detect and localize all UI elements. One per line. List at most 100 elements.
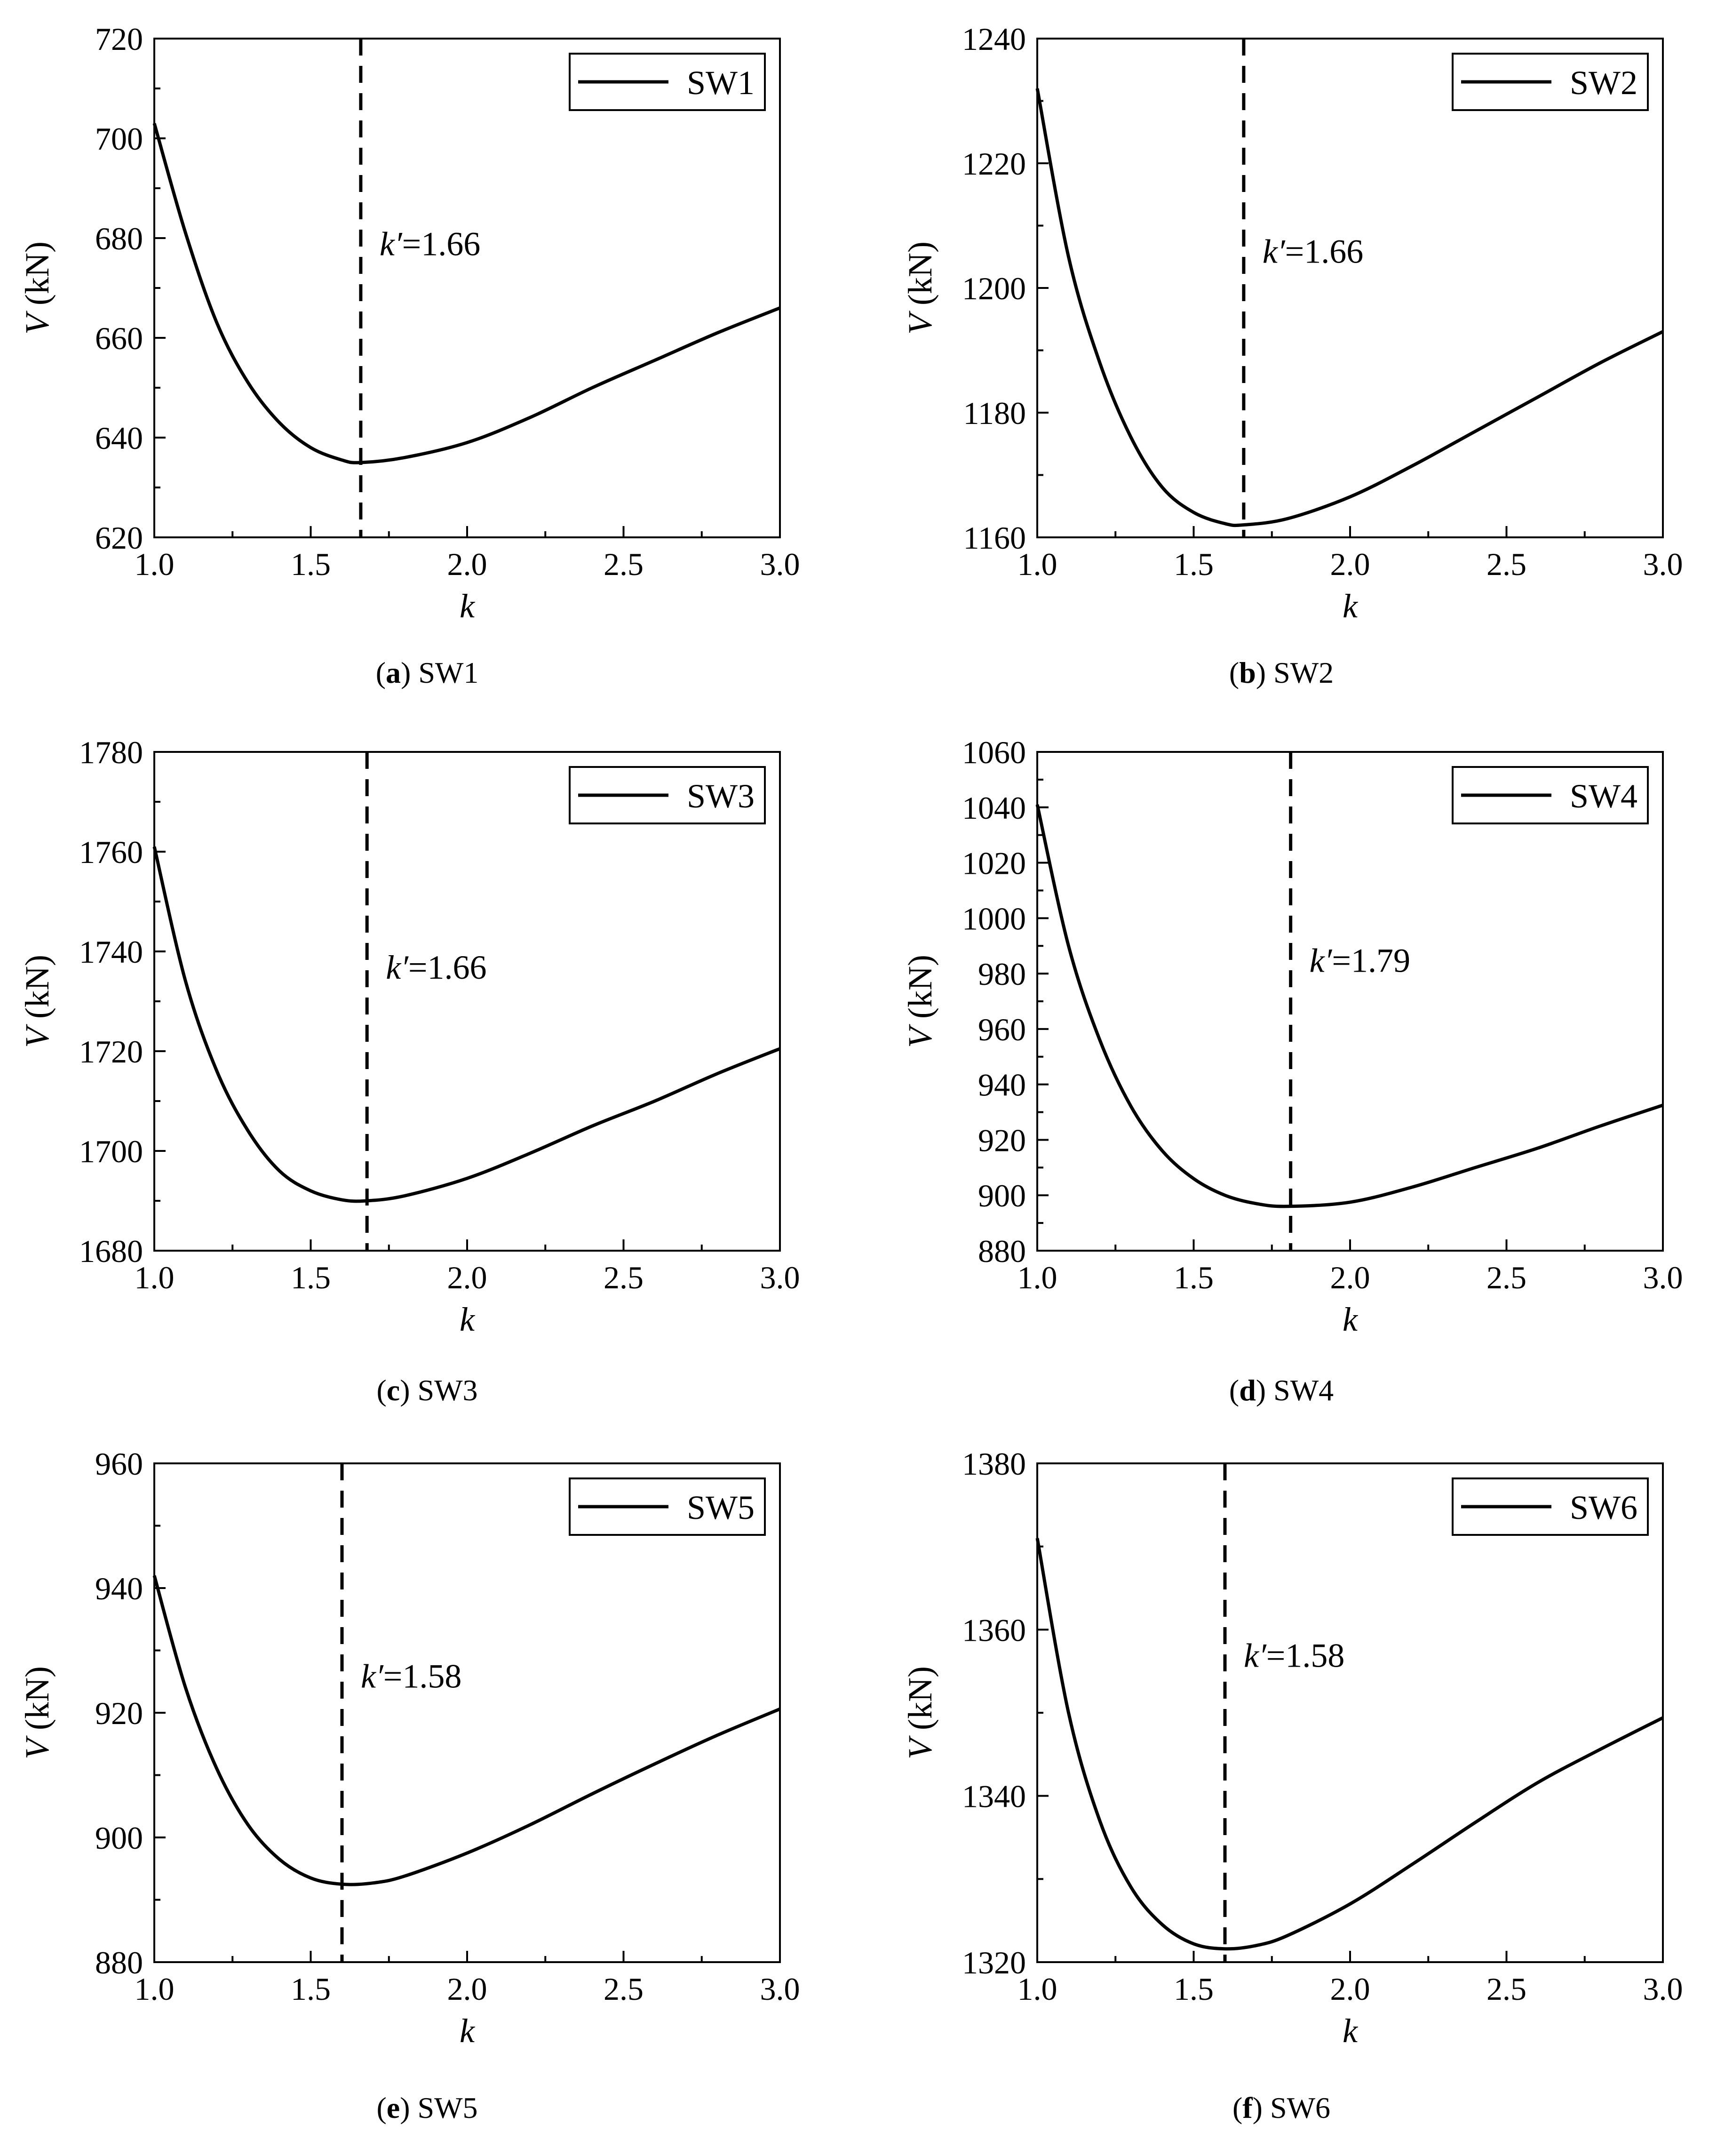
x-tick-label-e: 2.5 xyxy=(604,1971,644,2007)
caption-letter-b: b xyxy=(1239,656,1256,689)
x-tick-label-d: 1.0 xyxy=(1017,1260,1057,1295)
legend-label-a: SW1 xyxy=(687,64,755,102)
optimum-label-symbol-e: k′ xyxy=(361,1658,384,1695)
chart-panel-c: 1.0 1.5 2.0 2.5 3.0 1680 1700 1720 1740 1760 1780 k… xyxy=(18,735,800,1338)
x-axis-label-c: k xyxy=(460,1301,476,1338)
x-tick-label-a: 1.0 xyxy=(135,546,175,582)
x-tick-label-d: 1.5 xyxy=(1174,1260,1214,1295)
caption-text-e: SW5 xyxy=(417,2091,478,2124)
y-tick-label-a: 620 xyxy=(95,520,143,556)
x-tick-label-f: 2.5 xyxy=(1486,1971,1526,2007)
x-tick-label-f: 1.0 xyxy=(1017,1971,1057,2007)
caption-text-d: SW4 xyxy=(1273,1373,1334,1407)
y-tick-label-f: 1360 xyxy=(962,1612,1026,1648)
optimum-label-c: k′=1.66 xyxy=(386,949,486,986)
optimum-label-value-d: =1.79 xyxy=(1332,942,1410,980)
x-tick-label-a: 3.0 xyxy=(760,546,800,582)
plot-frame-d xyxy=(1036,751,1664,1252)
x-axis-label-a: k xyxy=(460,587,476,625)
series-line-d xyxy=(1035,804,1664,1208)
y-tick-label-d: 880 xyxy=(978,1233,1026,1269)
y-tick-label-b: 1240 xyxy=(962,21,1026,57)
y-tick-label-b: 1180 xyxy=(963,395,1026,431)
x-axis-label-e: k xyxy=(460,2012,476,2050)
y-axis-label-symbol-c: V xyxy=(18,1024,56,1048)
optimum-label-value-a: =1.66 xyxy=(402,225,481,263)
y-axis-label-a: V (kN) xyxy=(18,241,56,335)
caption-letter-a: a xyxy=(386,656,401,689)
optimum-label-d: k′=1.79 xyxy=(1310,942,1410,980)
optimum-label-a: k′=1.66 xyxy=(380,225,480,263)
x-tick-label-b: 1.5 xyxy=(1174,546,1214,582)
y-axis-label-symbol-e: V xyxy=(18,1735,56,1759)
y-tick-label-c: 1740 xyxy=(79,934,143,970)
y-tick-label-c: 1780 xyxy=(79,735,143,770)
y-tick-label-d: 980 xyxy=(978,956,1026,992)
y-tick-label-a: 680 xyxy=(95,221,143,256)
optimum-label-e: k′=1.58 xyxy=(361,1658,461,1695)
series-line-b xyxy=(1035,88,1664,527)
x-tick-label-c: 1.5 xyxy=(291,1260,331,1295)
y-tick-label-f: 1380 xyxy=(962,1446,1026,1482)
y-axis-label-d: V (kN) xyxy=(901,955,939,1048)
x-tick-label-f: 3.0 xyxy=(1643,1971,1683,2007)
y-tick-label-e: 920 xyxy=(95,1695,143,1731)
optimum-label-value-c: =1.66 xyxy=(408,949,487,986)
x-tick-label-a: 2.0 xyxy=(447,546,487,582)
x-tick-label-c: 2.5 xyxy=(604,1260,644,1295)
y-axis-label-symbol-b: V xyxy=(901,311,939,335)
y-axis-label-unit-a: (kN) xyxy=(18,241,56,314)
caption-text-a: SW1 xyxy=(418,656,479,689)
optimum-label-f: k′=1.58 xyxy=(1244,1637,1344,1674)
y-axis-label-symbol-d: V xyxy=(901,1024,939,1048)
caption-letter-c: c xyxy=(386,1373,400,1407)
x-tick-label-a: 2.5 xyxy=(604,546,644,582)
series-line-c xyxy=(152,846,781,1203)
caption-text-c: SW3 xyxy=(417,1373,478,1407)
optimum-label-symbol-d: k′ xyxy=(1310,942,1333,980)
y-tick-label-d: 1040 xyxy=(962,790,1026,826)
x-tick-label-b: 1.0 xyxy=(1017,546,1057,582)
caption-text-b: SW2 xyxy=(1273,656,1334,689)
y-tick-label-c: 1700 xyxy=(79,1134,143,1169)
x-axis-label-b: k xyxy=(1343,587,1359,625)
y-tick-label-a: 660 xyxy=(95,320,143,356)
y-tick-label-d: 1060 xyxy=(962,735,1026,770)
panel-caption-e: (e) SW5 xyxy=(376,2091,478,2124)
x-tick-label-b: 2.5 xyxy=(1486,546,1526,582)
panel-caption-d: (d) SW4 xyxy=(1229,1373,1334,1407)
optimum-label-value-b: =1.66 xyxy=(1285,233,1364,271)
y-tick-label-a: 720 xyxy=(95,21,143,57)
x-tick-label-c: 1.0 xyxy=(135,1260,175,1295)
caption-letter-f: f xyxy=(1242,2091,1253,2124)
x-tick-label-d: 3.0 xyxy=(1643,1260,1683,1295)
panel-caption-b: (b) SW2 xyxy=(1229,656,1334,689)
legend-label-d: SW4 xyxy=(1570,777,1637,815)
x-tick-label-e: 1.5 xyxy=(291,1971,331,2007)
x-tick-label-b: 2.0 xyxy=(1330,546,1370,582)
panel-caption-c: (c) SW3 xyxy=(376,1373,478,1407)
plot-frame-a xyxy=(153,38,781,538)
optimum-label-value-e: =1.58 xyxy=(383,1658,462,1695)
y-tick-label-e: 900 xyxy=(95,1820,143,1856)
y-tick-label-e: 960 xyxy=(95,1446,143,1482)
y-tick-label-f: 1340 xyxy=(962,1779,1026,1814)
y-axis-label-unit-b: (kN) xyxy=(901,241,939,314)
optimum-label-symbol-a: k′ xyxy=(380,225,403,263)
x-axis-label-f: k xyxy=(1343,2012,1359,2050)
y-axis-label-symbol-a: V xyxy=(18,311,56,335)
series-line-f xyxy=(1035,1538,1664,1951)
y-axis-label-c: V (kN) xyxy=(18,955,56,1048)
plot-frame-b xyxy=(1036,38,1664,538)
y-axis-label-f: V (kN) xyxy=(901,1666,939,1759)
y-tick-label-c: 1720 xyxy=(79,1034,143,1070)
legend-label-f: SW6 xyxy=(1570,1489,1637,1526)
y-axis-label-e: V (kN) xyxy=(18,1666,56,1759)
y-tick-label-d: 900 xyxy=(978,1178,1026,1214)
x-tick-label-c: 3.0 xyxy=(760,1260,800,1295)
chart-panel-e: 1.0 1.5 2.0 2.5 3.0 880 900 920 940 960 k V (kN) k′=… xyxy=(18,1446,800,2050)
x-tick-label-c: 2.0 xyxy=(447,1260,487,1295)
optimum-label-symbol-b: k′ xyxy=(1263,233,1286,271)
caption-text-f: SW6 xyxy=(1270,2091,1330,2124)
